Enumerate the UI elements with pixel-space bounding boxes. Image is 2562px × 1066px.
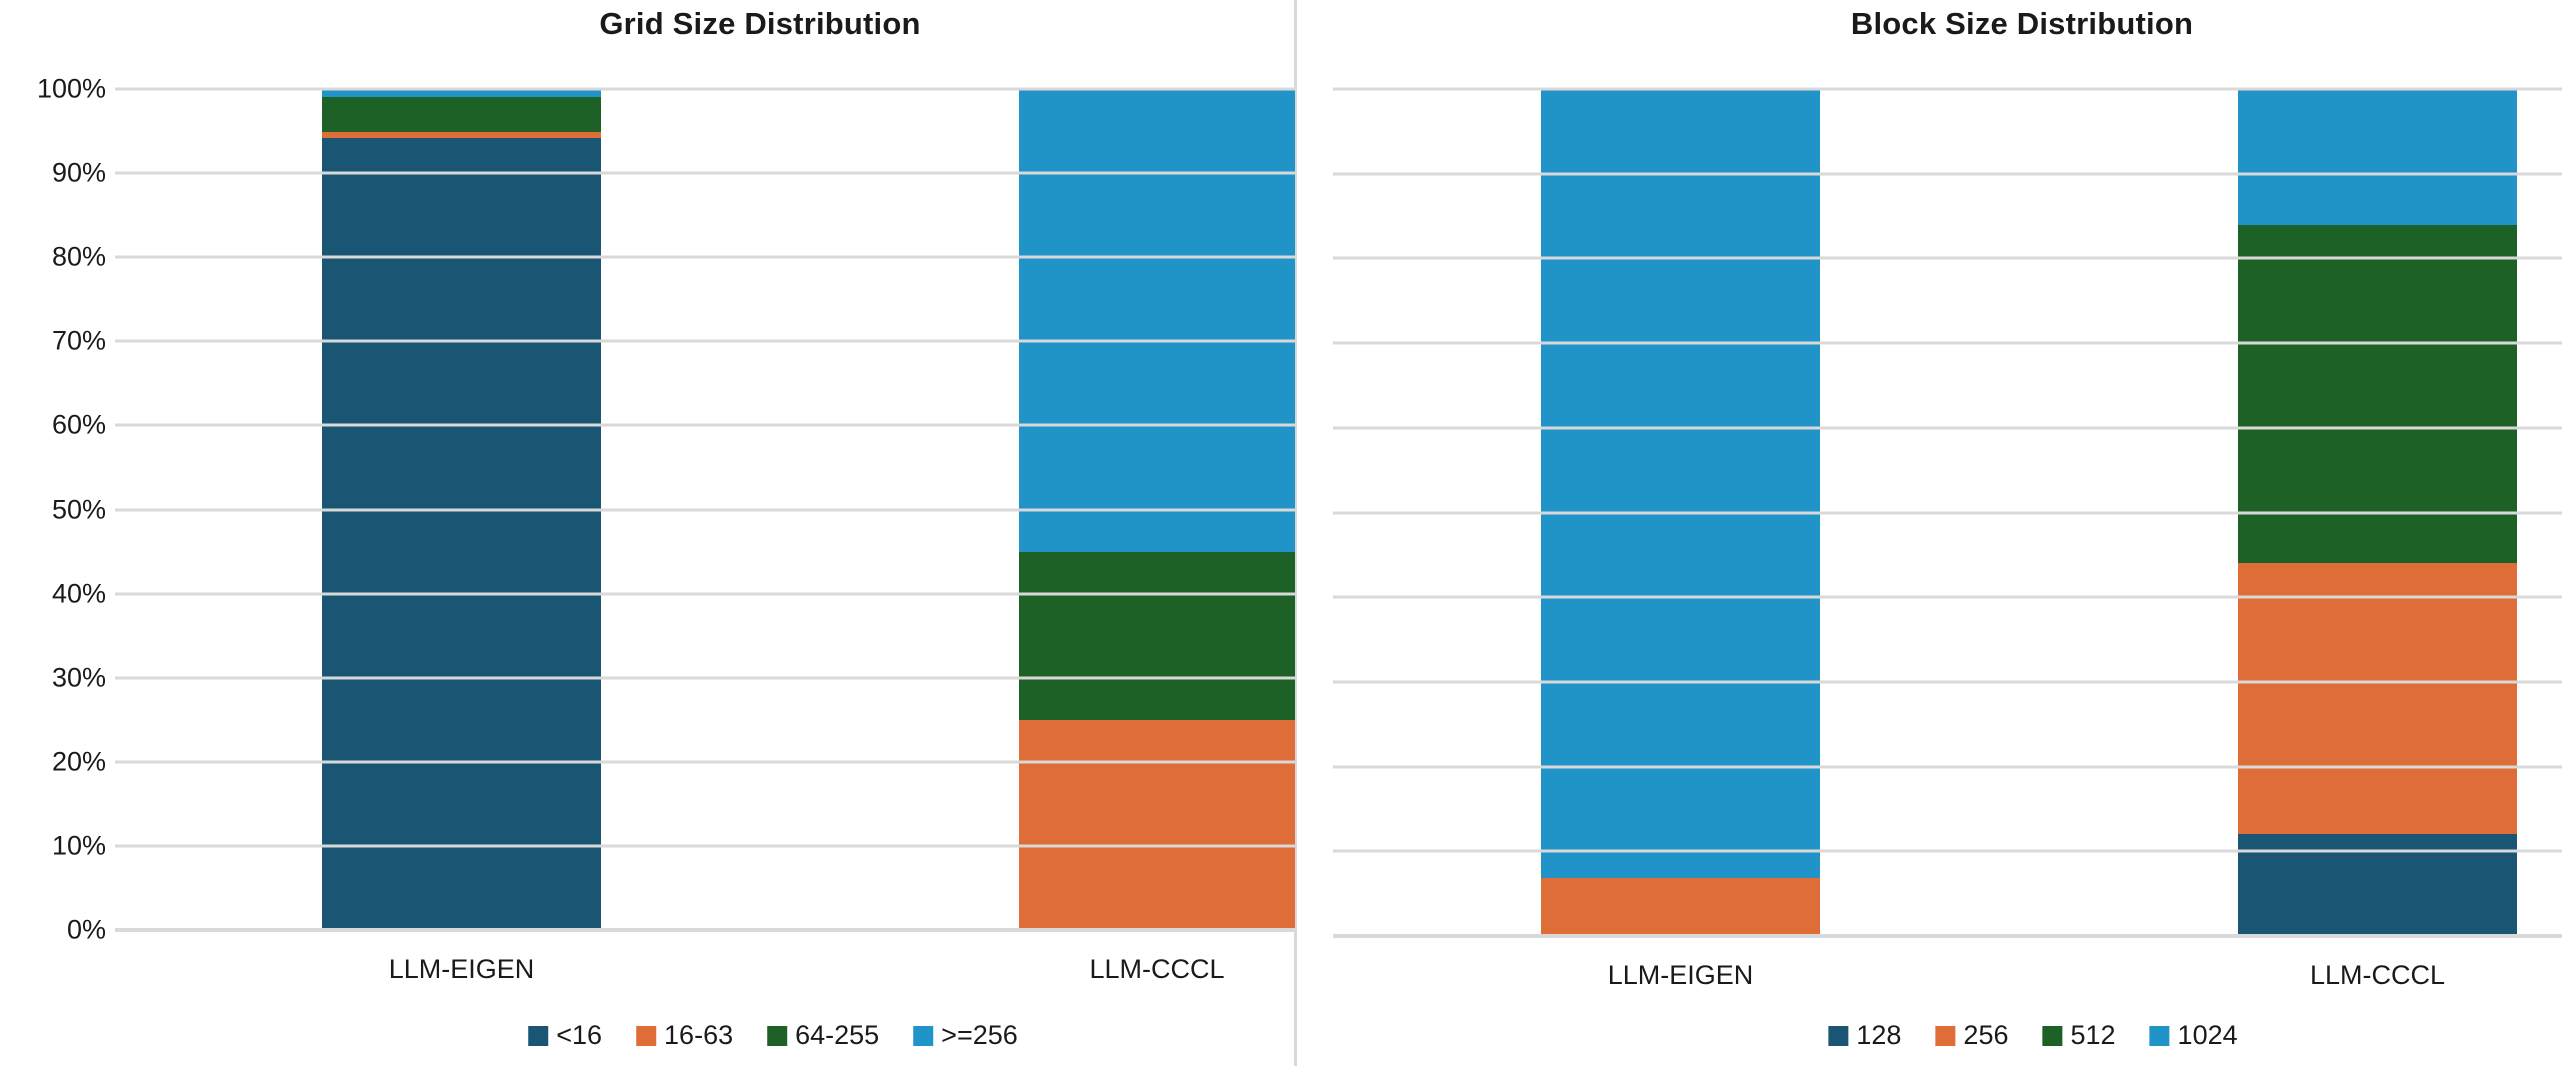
gridline — [115, 844, 1295, 848]
bar-llm-cccl — [1019, 89, 1295, 930]
bar-llm-eigen — [1541, 89, 1820, 936]
y-tick-label: 20% — [51, 746, 106, 777]
legend-item: 64-255 — [767, 1020, 879, 1051]
y-tick-label: 90% — [51, 157, 106, 188]
legend-item: >=256 — [913, 1020, 1018, 1051]
bar-segment-1024 — [1541, 89, 1820, 879]
y-tick-label: 40% — [51, 578, 106, 609]
gridline — [115, 508, 1295, 511]
legend-label: <16 — [556, 1020, 603, 1050]
legend-color-chip — [2042, 1025, 2063, 1046]
x-category-label: LLM-EIGEN — [388, 954, 535, 984]
x-category-label: LLM-CCCL — [2309, 960, 2446, 990]
grid-size-distribution-chart: Grid Size Distribution 0% 10% 20% 30% 40% 50%… — [0, 6, 1295, 1051]
gridline — [115, 760, 1295, 764]
legend-label: 64-255 — [795, 1020, 880, 1050]
panel-divider — [1294, 0, 1297, 1066]
legend-label: 1024 — [2177, 1020, 2238, 1050]
x-category-label: LLM-EIGEN — [1607, 960, 1754, 990]
chart-title: Grid Size Distribution — [599, 6, 921, 41]
gridline — [115, 676, 1295, 680]
y-tick-label: 80% — [51, 241, 106, 272]
gridline — [115, 87, 1295, 91]
gridline — [1333, 595, 2562, 599]
gridline — [1333, 256, 2562, 260]
plot-area: LLM-EIGEN LLM-CCCL — [115, 87, 1295, 984]
bar-segment-16-63 — [1019, 719, 1295, 930]
chart-title: Block Size Distribution — [1850, 6, 2194, 41]
legend-label: 512 — [2070, 1020, 2116, 1050]
y-tick-label: 10% — [51, 830, 106, 861]
gridline — [115, 592, 1295, 596]
legend-item: 16-63 — [636, 1020, 733, 1051]
gridline — [115, 171, 1295, 175]
gridline — [1333, 426, 2562, 430]
bar-segment->=256 — [322, 89, 601, 98]
legend-label: 128 — [1856, 1020, 1902, 1050]
plot-area: LLM-EIGEN LLM-CCCL — [1333, 87, 2562, 990]
gridline — [1333, 87, 2562, 91]
legend-color-chip — [636, 1025, 657, 1046]
x-axis-line — [1333, 934, 2562, 938]
bar-segment-1024 — [2238, 89, 2517, 225]
legend-item: 128 — [1828, 1020, 1901, 1051]
block-size-distribution-chart: Block Size Distribution LLM-EIGEN LLM-CCC… — [1297, 0, 2562, 1066]
bar-segment-<16 — [322, 137, 601, 930]
gridline — [1333, 680, 2562, 684]
x-category-label: LLM-CCCL — [1089, 954, 1225, 984]
y-axis-labels: 0% 10% 20% 30% 40% 50% 60% 70% 80% 90% 100% — [0, 75, 106, 943]
gridline — [115, 255, 1295, 259]
legend-label: >=256 — [941, 1020, 1018, 1050]
x-axis-line — [115, 928, 1295, 932]
y-tick-label: 60% — [51, 409, 106, 440]
legend-color-chip — [1828, 1025, 1849, 1046]
bar-segment-256 — [1541, 878, 1820, 936]
y-tick-label: 100% — [36, 73, 106, 104]
legend-label: 256 — [1963, 1020, 2009, 1050]
y-tick-label: 0% — [66, 914, 106, 945]
gridline — [1333, 511, 2562, 514]
legend-item: <16 — [528, 1020, 602, 1051]
bar-segment-512 — [2238, 224, 2517, 564]
legend-color-chip — [913, 1025, 934, 1046]
legend: <16 16-63 64-255 >=256 — [528, 1020, 1018, 1051]
gridline — [115, 423, 1295, 427]
bar-segment-256 — [2238, 563, 2517, 835]
gridline — [1333, 765, 2562, 769]
legend-color-chip — [528, 1025, 549, 1046]
bar-llm-eigen — [322, 89, 601, 930]
bar-llm-cccl — [2238, 89, 2517, 936]
legend: 128 256 512 1024 — [1828, 1020, 2238, 1051]
y-tick-label: 50% — [51, 494, 106, 524]
gridline — [1333, 849, 2562, 853]
legend-item: 256 — [1935, 1020, 2008, 1051]
legend-label: 16-63 — [664, 1020, 734, 1050]
bar-segment-16-63 — [322, 131, 601, 138]
gridline — [1333, 172, 2562, 176]
legend-color-chip — [1935, 1025, 1956, 1046]
y-tick-label: 70% — [51, 325, 106, 356]
bar-segment-64-255 — [322, 97, 601, 132]
bar-segment->=256 — [1019, 89, 1295, 552]
legend-color-chip — [2149, 1025, 2170, 1046]
legend-color-chip — [767, 1025, 788, 1046]
legend-item: 512 — [2042, 1020, 2116, 1051]
bar-segment-64-255 — [1019, 551, 1295, 720]
legend-item: 1024 — [2149, 1020, 2238, 1051]
y-tick-label: 30% — [51, 662, 106, 693]
gridline — [115, 339, 1295, 343]
gridline — [1333, 341, 2562, 345]
